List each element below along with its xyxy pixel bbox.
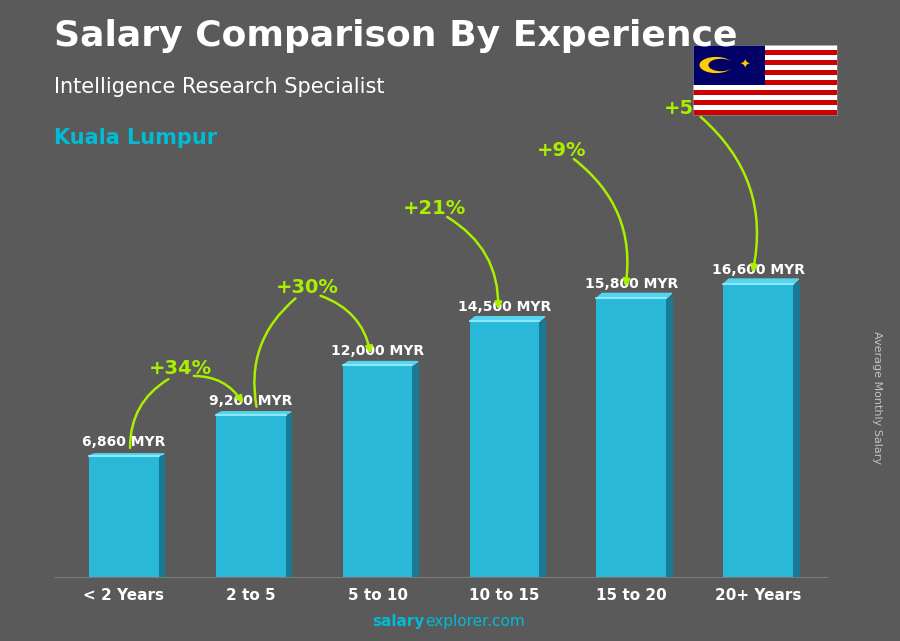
Polygon shape <box>89 454 165 456</box>
Bar <box>693 105 837 110</box>
Text: ✦: ✦ <box>740 58 750 72</box>
Bar <box>693 75 837 80</box>
Text: 16,600 MYR: 16,600 MYR <box>712 263 805 277</box>
Text: +9%: +9% <box>536 141 586 160</box>
Bar <box>597 298 666 577</box>
Bar <box>693 60 837 65</box>
Text: Average Monthly Salary: Average Monthly Salary <box>872 331 883 464</box>
Bar <box>724 284 793 577</box>
Text: 9,200 MYR: 9,200 MYR <box>209 394 292 408</box>
Bar <box>693 100 837 105</box>
Polygon shape <box>216 412 291 415</box>
Polygon shape <box>724 279 798 284</box>
Text: Salary Comparison By Experience: Salary Comparison By Experience <box>54 19 737 53</box>
Polygon shape <box>285 415 291 577</box>
Bar <box>693 45 837 50</box>
Polygon shape <box>470 317 544 321</box>
Bar <box>693 80 837 85</box>
Text: 15,800 MYR: 15,800 MYR <box>585 278 678 291</box>
Text: Intelligence Research Specialist: Intelligence Research Specialist <box>54 77 384 97</box>
Bar <box>693 70 837 75</box>
Polygon shape <box>597 294 671 298</box>
Text: explorer.com: explorer.com <box>425 615 525 629</box>
Polygon shape <box>343 362 418 365</box>
Bar <box>693 45 765 85</box>
Bar <box>693 85 837 90</box>
Bar <box>693 65 837 70</box>
Text: +34%: +34% <box>149 360 212 378</box>
Text: salary: salary <box>373 615 425 629</box>
Polygon shape <box>539 321 544 577</box>
Bar <box>693 50 837 55</box>
Polygon shape <box>158 456 165 577</box>
Bar <box>343 365 412 577</box>
Polygon shape <box>793 284 798 577</box>
Bar <box>89 456 158 577</box>
Bar <box>470 321 539 577</box>
Text: +30%: +30% <box>276 278 339 297</box>
Text: 14,500 MYR: 14,500 MYR <box>458 300 551 314</box>
Polygon shape <box>412 365 418 577</box>
Text: +5%: +5% <box>663 99 713 117</box>
Bar <box>216 415 285 577</box>
Polygon shape <box>666 298 671 577</box>
Bar <box>693 96 837 100</box>
Wedge shape <box>708 59 734 71</box>
Wedge shape <box>699 57 733 73</box>
Text: 12,000 MYR: 12,000 MYR <box>331 344 424 358</box>
Text: Kuala Lumpur: Kuala Lumpur <box>54 128 217 148</box>
Text: 6,860 MYR: 6,860 MYR <box>82 435 166 449</box>
Bar <box>693 110 837 115</box>
Bar <box>693 90 837 96</box>
Text: +21%: +21% <box>403 199 466 218</box>
Bar <box>693 55 837 60</box>
